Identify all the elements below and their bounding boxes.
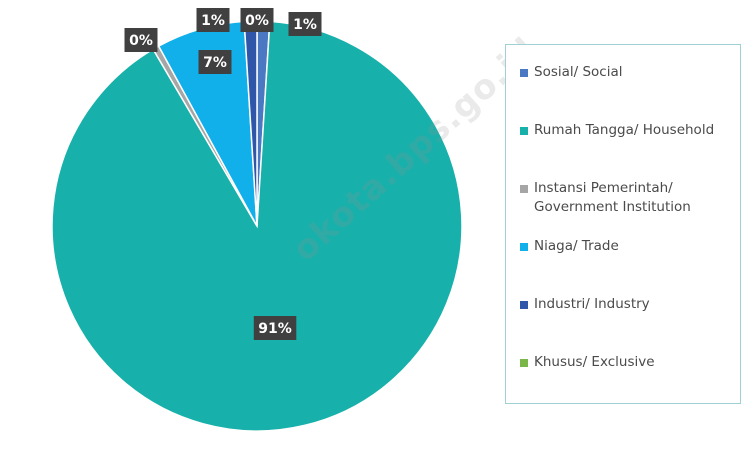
pie-data-labels: 1% 91% 0% 7% 1% 0% [124, 8, 322, 340]
pie-slice-household [51, 20, 463, 432]
data-label-exclusive: 0% [240, 8, 274, 32]
legend-label-trade: Niaga/ Trade [534, 238, 619, 254]
legend-swatch-government [520, 185, 528, 193]
legend-item-industry: Industri/ Industry [520, 295, 650, 314]
data-label-box [253, 316, 297, 340]
chart-legend: Sosial/ Social Rumah Tangga/ Household I… [505, 44, 741, 404]
data-label-industry: 1% [196, 8, 230, 32]
legend-label-exclusive: Khusus/ Exclusive [534, 354, 655, 370]
data-label-trade: 7% [198, 50, 232, 74]
legend-item-exclusive: Khusus/ Exclusive [520, 353, 655, 372]
legend-item-social: Sosial/ Social [520, 63, 623, 82]
legend-swatch-exclusive [520, 359, 528, 367]
data-label-text: 1% [293, 17, 317, 33]
data-label-box [124, 28, 158, 52]
data-label-social: 1% [288, 12, 322, 36]
legend-item-government: Instansi Pemerintah/ Government Institut… [520, 179, 691, 217]
data-label-text: 7% [203, 55, 227, 71]
data-label-text: 91% [258, 321, 292, 337]
data-label-text: 1% [201, 13, 225, 29]
legend-swatch-social [520, 69, 528, 77]
legend-swatch-trade [520, 243, 528, 251]
data-label-box [240, 8, 274, 32]
pie-slices [51, 20, 463, 432]
legend-label-government: Instansi Pemerintah/ Government Institut… [534, 180, 691, 215]
data-label-box [288, 12, 322, 36]
legend-item-household: Rumah Tangga/ Household [520, 121, 714, 140]
legend-swatch-household [520, 127, 528, 135]
data-label-text: 0% [129, 33, 153, 49]
legend-item-trade: Niaga/ Trade [520, 237, 619, 256]
data-label-box [196, 8, 230, 32]
legend-swatch-industry [520, 301, 528, 309]
data-label-box [198, 50, 232, 74]
legend-label-industry: Industri/ Industry [534, 296, 650, 312]
data-label-government: 0% [124, 28, 158, 52]
data-label-household: 91% [253, 316, 297, 340]
data-label-text: 0% [245, 13, 269, 29]
legend-label-social: Sosial/ Social [534, 64, 623, 80]
legend-label-household: Rumah Tangga/ Household [534, 122, 715, 138]
